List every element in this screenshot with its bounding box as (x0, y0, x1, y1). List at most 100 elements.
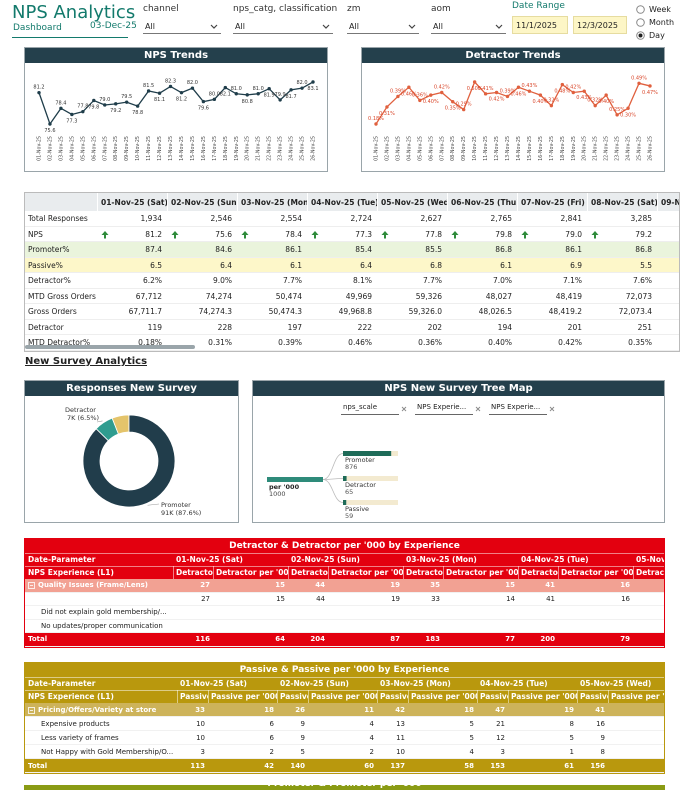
arrow-up (521, 230, 529, 238)
tree-filter-chip[interactable]: nps_scale (341, 403, 399, 415)
column-header: 01-Nov-25 (Sat) (97, 193, 167, 211)
table-cell: 42 (264, 761, 274, 770)
x-tick-label: 18-Nov-25 (560, 136, 566, 161)
data-label: 82.0 (187, 80, 198, 86)
bar-track (343, 500, 398, 505)
radio-button[interactable] (636, 18, 645, 27)
table-cell: 13 (396, 719, 405, 728)
marker (146, 89, 151, 93)
marker (157, 91, 162, 95)
table-title: Passive & Passive per '000 by Experience (25, 663, 664, 677)
table-cell: 26 (295, 705, 305, 714)
row-label: NPS (28, 229, 43, 239)
table-cell: 194 (497, 322, 512, 332)
marker (135, 104, 140, 108)
radio-label[interactable]: Week (649, 5, 671, 14)
tree-connector (322, 479, 344, 503)
tree-filter-chip[interactable]: NPS Experie... (415, 403, 473, 415)
data-label: 83.1 (307, 86, 318, 92)
data-label: 75.6 (44, 128, 55, 134)
marker (549, 103, 554, 108)
filter-dropdown[interactable]: All (431, 19, 506, 34)
remove-icon (401, 406, 407, 412)
marker (103, 103, 107, 107)
corner-header: NPS Experience (L1) (28, 692, 114, 701)
node-value: 876 (345, 463, 357, 471)
table-cell: 67,712 (135, 291, 162, 301)
table-cell: 3,285 (630, 214, 652, 223)
group-header: 04-Nov-25 (Tue) (521, 555, 589, 564)
data-label: 0.36% (412, 92, 428, 98)
table-cell: 4 (469, 747, 474, 756)
date-end[interactable]: 12/3/2025 (573, 16, 627, 34)
sub-header: Passive per '000 (508, 690, 577, 703)
group-header: 03-Nov-25 (Mon) (380, 679, 451, 688)
table-cell: 0.40% (488, 338, 512, 347)
x-tick-label: 05-Nov-25 (417, 136, 423, 161)
marker (267, 87, 271, 91)
table-cell: 16 (620, 581, 630, 590)
row-label: Total Responses (28, 214, 88, 223)
header-row (25, 566, 664, 579)
date-start[interactable]: 11/1/2025 (512, 16, 568, 34)
table-row: Did not explain gold membership/... (25, 606, 664, 620)
filter-dropdown[interactable]: All (143, 19, 221, 34)
table-cell: 35 (430, 581, 440, 590)
chip-remove (549, 406, 555, 412)
table-cell: 48,419 (555, 291, 582, 301)
chevron (210, 24, 218, 29)
radio-label[interactable]: Day (649, 31, 665, 40)
marker (234, 92, 238, 96)
table-cell: 74,274.3 (198, 307, 232, 316)
table-cell: 7.7% (282, 276, 302, 285)
row-label: Expensive products (41, 719, 110, 728)
table-cell: 79 (620, 635, 630, 644)
table-cell: 16 (621, 594, 630, 603)
table-cell: 200 (540, 635, 555, 644)
table-cell: 59,326.0 (408, 307, 442, 316)
trend-panel: Detractor Trends 0.18% 01-Nov-25 0.31% 02-No… (361, 47, 665, 172)
row-label: Total (28, 761, 48, 770)
tree-filter-chip[interactable]: NPS Experie... (489, 403, 547, 415)
radio-ring (636, 18, 645, 27)
row-label: Detractor (28, 322, 64, 332)
sub-header: Detractor per '000 (443, 566, 518, 579)
table-row: Detractor 119 228 197 222 202 194 201 251 (25, 319, 679, 335)
leader-line (96, 420, 103, 423)
radio-button[interactable] (636, 31, 645, 40)
table-cell: 11 (396, 733, 405, 742)
corner-header: NPS Experience (L1) (28, 568, 114, 577)
tree-bar (343, 451, 392, 456)
marker (418, 98, 422, 103)
table-cell: 113 (190, 761, 205, 770)
x-tick-label: 19-Nov-25 (234, 136, 240, 161)
marker (516, 85, 521, 89)
root-bar (267, 477, 323, 482)
row-label: Not Happy with Gold Membership/O... (41, 747, 174, 756)
marker (429, 93, 433, 97)
x-tick-label: 20-Nov-25 (245, 136, 251, 161)
row-label: Promoter% (28, 245, 70, 254)
radio-dot (638, 33, 643, 38)
data-label: 0.35% (445, 106, 461, 112)
slice-label: Detractor (65, 406, 96, 414)
filter-dropdown[interactable]: All (233, 19, 333, 34)
table-cell: 41 (595, 705, 605, 714)
table-cell: 0.36% (418, 338, 442, 347)
radio-label[interactable]: Month (649, 18, 675, 27)
radio-button[interactable] (636, 5, 645, 14)
column-header: 07-Nov-25 (Fri) (517, 193, 587, 211)
marker (289, 88, 293, 92)
marker (483, 92, 488, 96)
x-tick-label: 14-Nov-25 (179, 136, 185, 161)
table-cell: 6.4 (220, 260, 232, 270)
marker (124, 100, 129, 104)
data-label: 79.5 (121, 94, 132, 100)
filter-dropdown[interactable]: All (347, 19, 419, 34)
table-row: Not Happy with Gold Membership/O... 3 2 5 2 1… (25, 745, 664, 759)
expand-icon (28, 706, 35, 714)
x-tick-label: 02-Nov-25 (47, 136, 53, 161)
table-cell: 87 (390, 635, 400, 644)
table-cell: 79.2 (635, 229, 652, 239)
